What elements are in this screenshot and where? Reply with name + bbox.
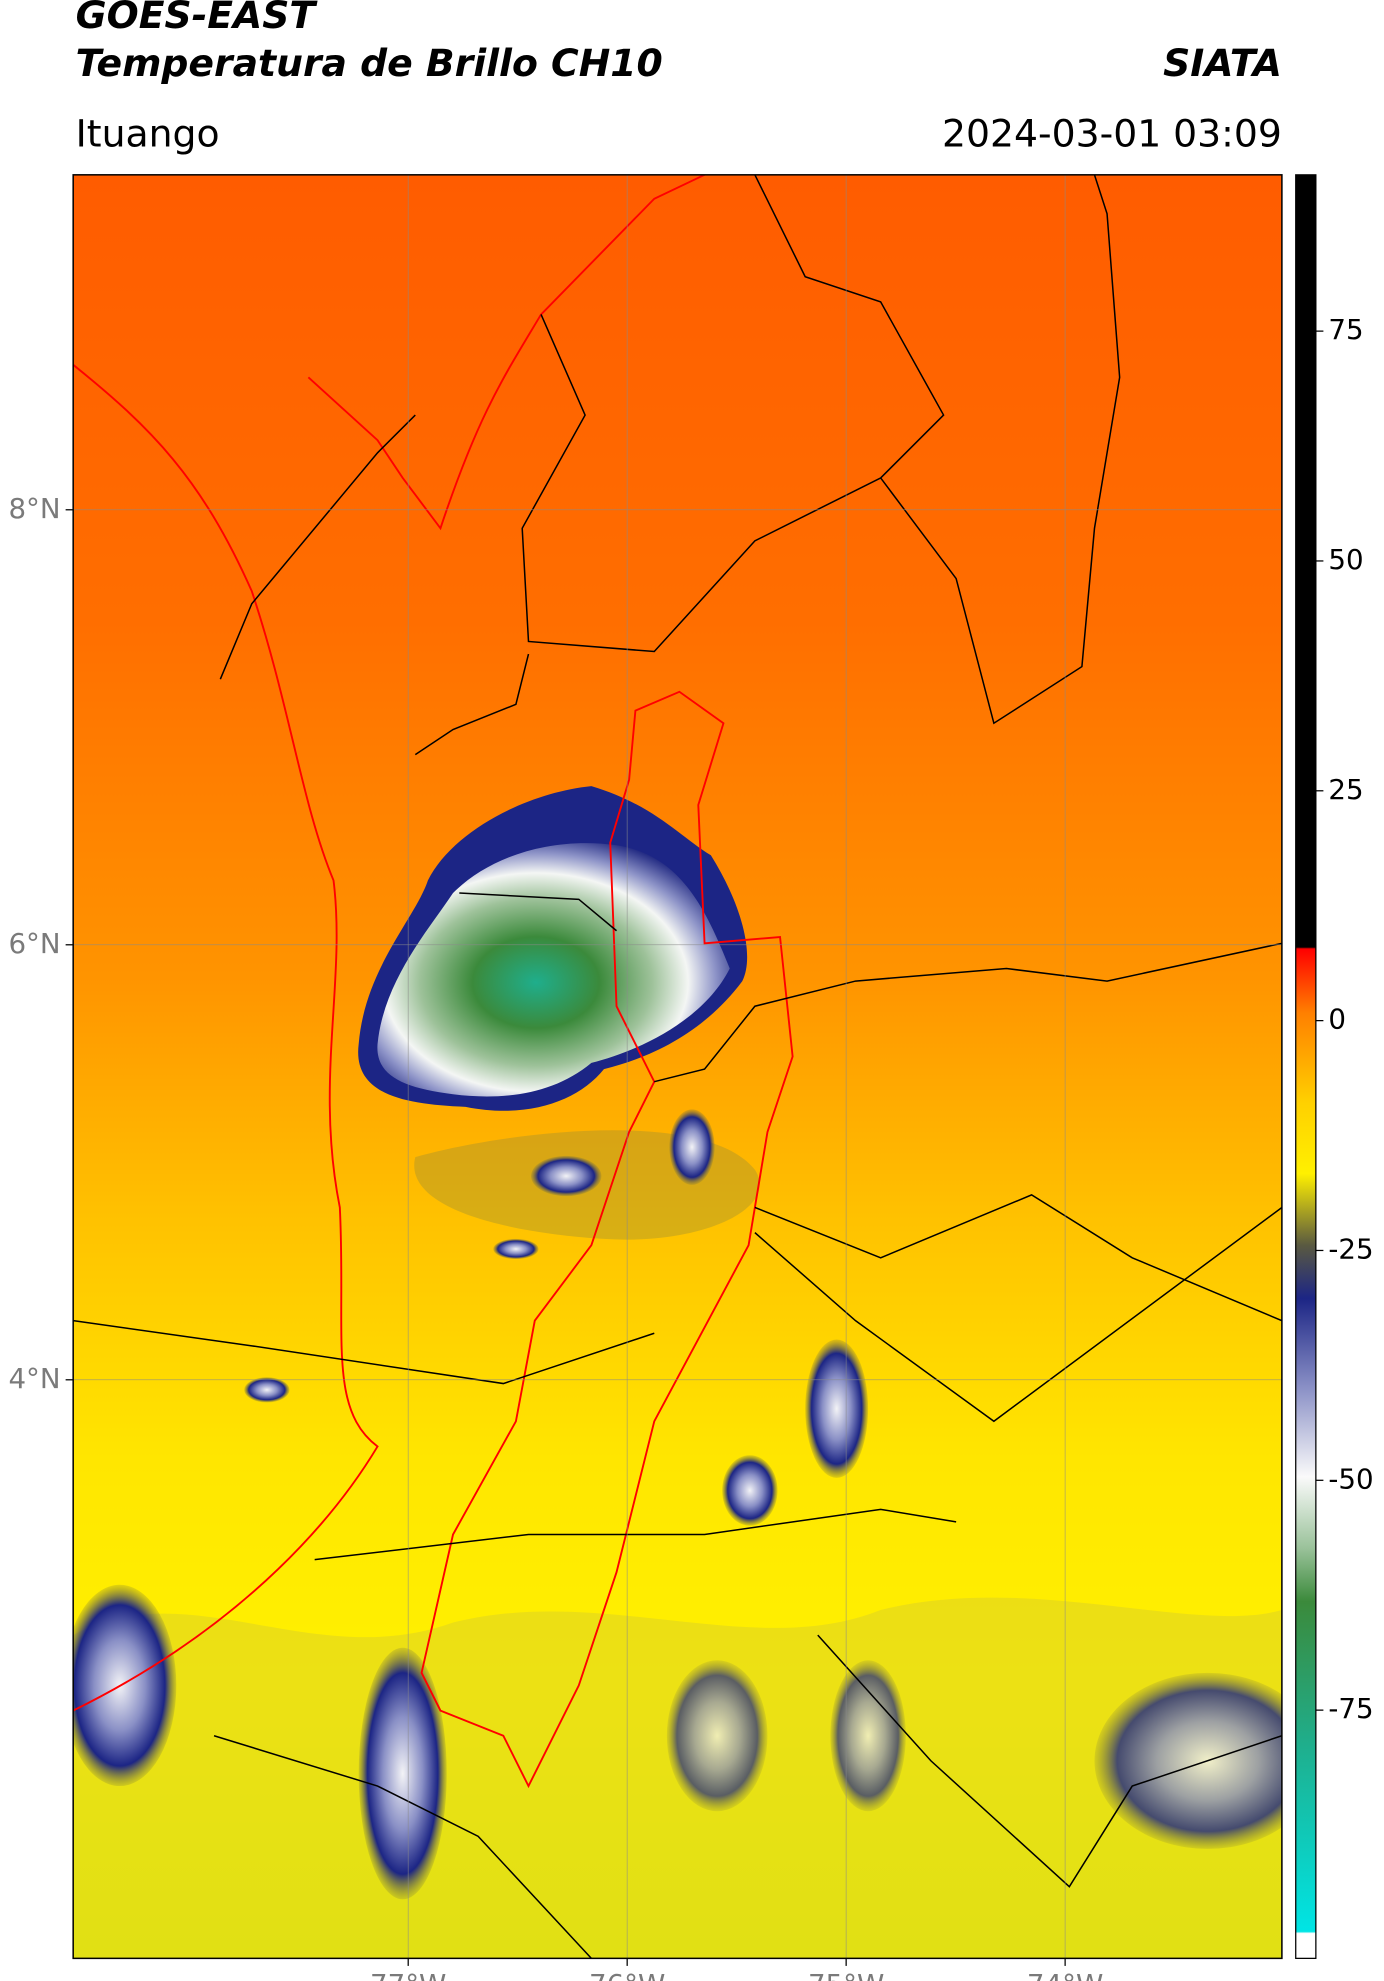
colorbar-tick-label: 50 <box>1328 543 1363 576</box>
colorbar-tick-label: 25 <box>1328 773 1363 806</box>
datetime: 2024-03-01 03:09 <box>942 111 1282 155</box>
organization: SIATA <box>1163 41 1282 85</box>
x-tick-label: 77°W <box>370 1968 446 1981</box>
colorbar-bar <box>1295 174 1317 1959</box>
department-border <box>420 690 794 1789</box>
colorbar-tick-label: -25 <box>1328 1232 1373 1265</box>
product-title: Temperatura de Brillo CH10 <box>76 41 663 85</box>
storm-cell <box>358 1647 447 1900</box>
x-tick-label: 74°W <box>1027 1968 1103 1981</box>
admin-border <box>73 174 1282 1959</box>
grid: 77°W 76°W 75°W 74°W 8°N 6°N 4°N <box>8 174 1282 1981</box>
coastline <box>73 174 705 1712</box>
colorbar-tick-label: -75 <box>1328 1692 1373 1725</box>
storm-cell <box>1094 1672 1282 1849</box>
x-tick-label: 76°W <box>589 1968 665 1981</box>
location: Ituango <box>76 111 220 155</box>
storm-cell <box>830 1660 906 1812</box>
storm-cell <box>722 1455 778 1526</box>
colorbar-tick-label: -50 <box>1328 1462 1373 1495</box>
colorbar: 75 50 25 0 -25 -50 -75 <box>1295 174 1374 1959</box>
storm-cell <box>805 1339 869 1478</box>
storm-cell <box>666 1660 768 1812</box>
storm-cell <box>493 1238 539 1260</box>
x-tick-label: 75°W <box>808 1968 884 1981</box>
colorbar-tick-label: 75 <box>1328 313 1363 346</box>
storm-cell <box>531 1155 602 1197</box>
y-tick-label: 4°N <box>8 1362 60 1395</box>
storm-core <box>377 843 730 1097</box>
y-tick-label: 8°N <box>8 492 60 525</box>
storm-cell <box>73 1584 177 1787</box>
y-tick-label: 6°N <box>8 927 60 960</box>
map-frame <box>72 174 1283 1960</box>
storm-cell <box>244 1377 290 1403</box>
colorbar-tick-label: 0 <box>1328 1003 1346 1036</box>
storm-cell <box>669 1109 715 1185</box>
map-background <box>73 174 1282 1959</box>
map-image <box>73 174 1282 1959</box>
satellite-title: GOES-EAST <box>76 0 319 37</box>
